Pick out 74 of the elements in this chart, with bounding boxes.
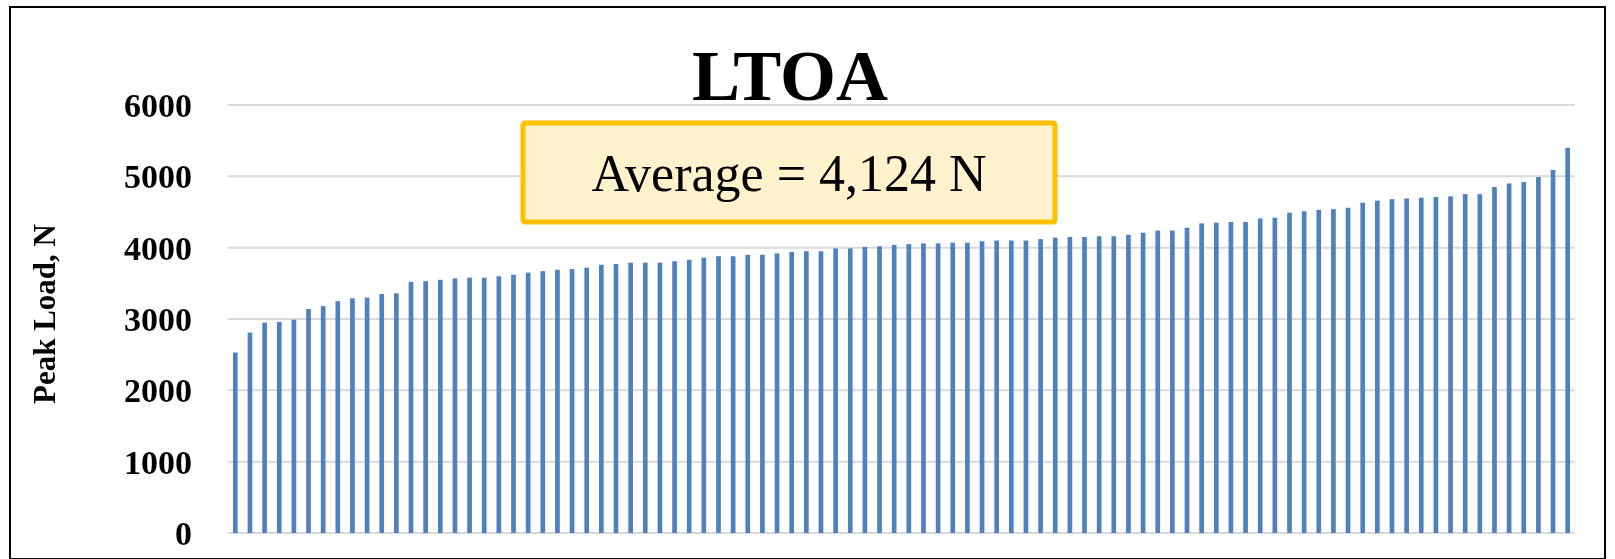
bar — [481, 277, 487, 533]
bar — [1243, 221, 1248, 533]
bar — [803, 251, 809, 533]
bar — [379, 294, 385, 533]
bar — [1257, 218, 1263, 533]
bar — [877, 246, 882, 533]
bar — [423, 281, 428, 533]
bar — [1082, 236, 1087, 533]
bar — [950, 242, 956, 533]
bar — [540, 271, 546, 533]
bar — [686, 259, 692, 533]
bar — [555, 269, 560, 533]
bar — [320, 306, 326, 533]
y-axis-title: Peak Load, N — [27, 224, 62, 404]
bar — [1492, 187, 1497, 533]
bar — [232, 352, 238, 533]
bar — [1155, 230, 1161, 533]
bar — [1287, 212, 1292, 533]
bar — [642, 262, 648, 533]
bar — [1375, 200, 1380, 533]
bar — [1565, 147, 1571, 533]
y-tick-label: 2000 — [124, 372, 192, 410]
bar — [994, 240, 1000, 533]
bar — [833, 248, 838, 533]
bar — [1199, 223, 1204, 533]
y-tick-label: 4000 — [124, 229, 192, 267]
bar — [921, 243, 926, 533]
bar — [437, 279, 443, 533]
bar — [1521, 182, 1527, 533]
bar — [965, 242, 970, 533]
bar — [467, 277, 472, 533]
bar — [599, 264, 604, 533]
bar — [716, 256, 721, 533]
bar — [1448, 196, 1453, 533]
y-tick-label: 5000 — [124, 158, 192, 196]
bar — [1462, 194, 1468, 533]
bar — [394, 293, 399, 533]
annotation: Average = 4,124 N — [591, 145, 987, 203]
bar — [306, 309, 311, 533]
bar — [1404, 198, 1409, 533]
bar — [262, 322, 267, 533]
bar — [847, 248, 853, 533]
bar — [760, 254, 765, 533]
bar — [1418, 197, 1424, 533]
bar — [1008, 240, 1014, 533]
bar — [1360, 202, 1366, 533]
bar — [335, 301, 341, 533]
bar — [584, 267, 590, 533]
bar — [891, 244, 897, 533]
bar — [1096, 236, 1102, 533]
bar — [1038, 239, 1043, 533]
y-tick-label: 0 — [175, 514, 192, 552]
bar — [1213, 222, 1219, 533]
bar — [1111, 236, 1117, 533]
y-tick-label: 1000 — [124, 443, 192, 481]
bar — [701, 257, 707, 533]
bar — [276, 321, 282, 533]
bar — [906, 244, 912, 533]
y-tick-label: 3000 — [124, 300, 192, 338]
bar — [789, 251, 795, 533]
bar — [1170, 230, 1175, 533]
bar — [511, 274, 516, 533]
bar — [1052, 237, 1058, 533]
bar — [1126, 234, 1131, 533]
bar — [1331, 209, 1336, 533]
chart-title: LTOA — [691, 36, 889, 116]
y-tick-label: 6000 — [124, 86, 192, 124]
bar — [1477, 194, 1483, 533]
bar — [672, 261, 677, 533]
bar — [745, 254, 751, 533]
bar — [350, 298, 355, 533]
bar — [1536, 177, 1541, 533]
bar — [628, 262, 633, 533]
bar — [1316, 209, 1322, 533]
